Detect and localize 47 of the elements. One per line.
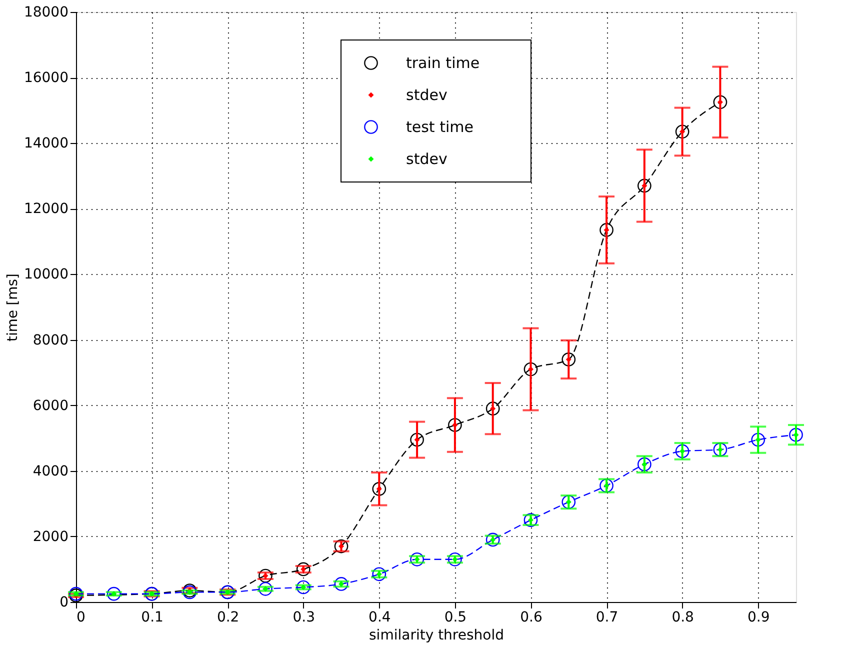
y-tick-label: 14000	[24, 136, 68, 152]
y-tick-label: 4000	[32, 463, 68, 480]
point	[410, 432, 424, 447]
point	[713, 95, 728, 110]
point	[751, 432, 766, 447]
point	[372, 567, 386, 582]
y-tick-label: 10000	[24, 266, 68, 283]
x-tick-label: 0.2	[216, 610, 240, 626]
y-tick-label: 2000	[32, 528, 68, 545]
point	[448, 418, 462, 432]
point	[789, 428, 803, 442]
y-tick-label: 0	[60, 594, 68, 610]
x-tick-label: 0.6	[520, 610, 542, 626]
point	[258, 582, 272, 596]
y-tick-label: 12000	[24, 201, 68, 218]
legend-label: stdev	[406, 86, 448, 104]
point	[675, 124, 690, 139]
legend-label: stdev	[406, 150, 448, 168]
point	[106, 586, 121, 601]
x-tick-label: 0.5	[444, 610, 467, 626]
x-tick-label: 0.3	[292, 610, 315, 626]
x-tick-label: 0.8	[672, 610, 694, 626]
legend-label: test time	[406, 118, 474, 136]
point	[372, 482, 386, 496]
x-tick-label: 0.7	[596, 610, 618, 626]
point	[637, 178, 652, 193]
legend-label: train time	[406, 54, 480, 72]
y-tick-label: 6000	[32, 398, 68, 414]
x-axis-title: similarity threshold	[369, 628, 504, 644]
point	[296, 580, 310, 594]
x-tick-label: 0.1	[141, 610, 164, 626]
point	[258, 568, 272, 583]
y-tick-label: 8000	[32, 332, 68, 348]
y-tick-label: 16000	[24, 70, 68, 86]
y-tick-label: 18000	[24, 4, 68, 20]
point	[410, 552, 424, 566]
point	[524, 362, 538, 376]
point	[334, 577, 348, 591]
x-tick-label: 0.4	[368, 610, 391, 626]
x-tick-label: 0.9	[747, 610, 770, 626]
y-axis-title: time [ms]	[4, 274, 21, 342]
point	[486, 402, 500, 416]
point	[562, 352, 576, 366]
point	[448, 552, 462, 566]
point	[296, 562, 310, 576]
point	[600, 223, 614, 237]
x-tick-label: 0	[76, 610, 86, 626]
